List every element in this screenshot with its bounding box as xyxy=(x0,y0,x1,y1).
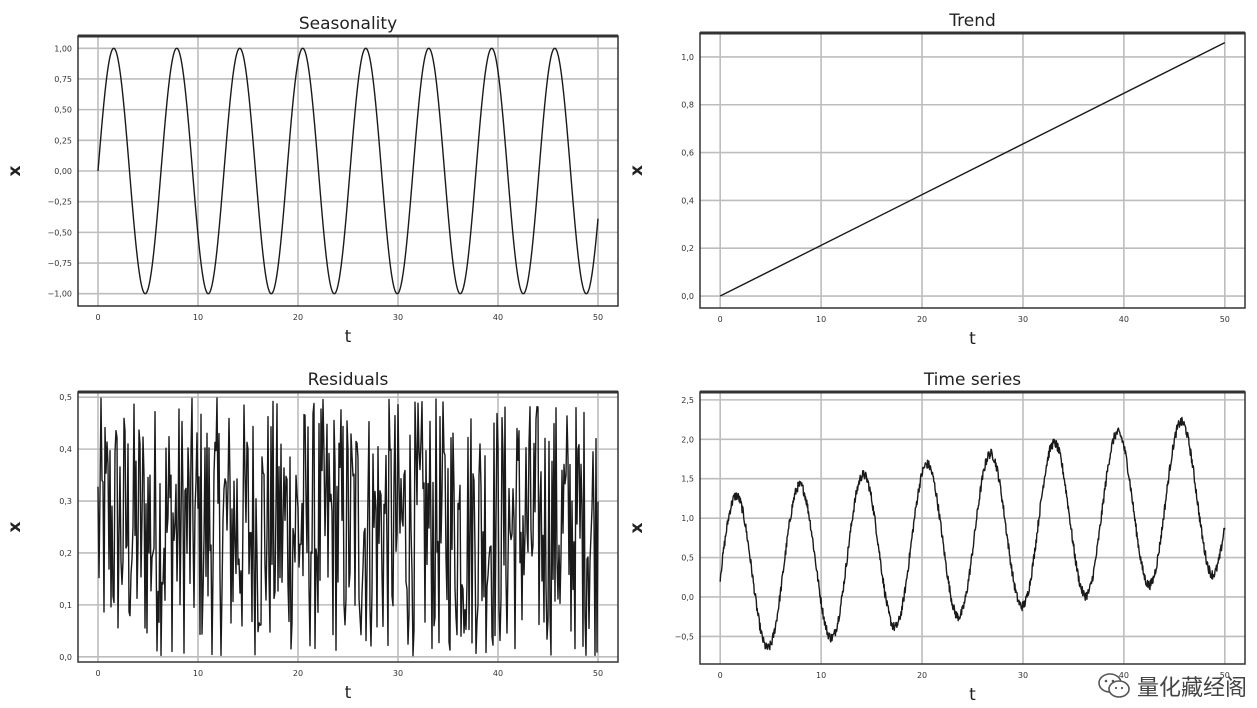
y-tick-label: 0,75 xyxy=(54,75,72,84)
x-tick-label: 10 xyxy=(816,315,826,324)
y-axis-label: x xyxy=(5,521,25,532)
x-axis-label: t xyxy=(345,683,352,703)
chart-panel-2: 0 10 20 30 40 50 0,0 0,2 0,4 0,6 0,8 1,0 Trend t x xyxy=(627,11,1246,349)
y-tick-label: 0,8 xyxy=(681,101,694,110)
x-tick-label: 40 xyxy=(493,313,503,322)
y-tick-label: 0,0 xyxy=(681,593,694,602)
series-line-1 xyxy=(97,47,599,295)
x-tick-label: 30 xyxy=(393,313,403,322)
y-tick-label: −0,5 xyxy=(675,632,694,641)
chart-panel-4: 0 10 20 30 40 50 −0,5 0,0 0,5 1,0 1,5 2,0 2,5 Time se… xyxy=(627,370,1246,705)
x-tick-label: 30 xyxy=(1018,671,1028,680)
y-tick-label: 0,25 xyxy=(54,136,72,145)
y-tick-label: 0,1 xyxy=(59,601,72,610)
y-tick-label: 0,4 xyxy=(59,445,72,454)
x-tick-label: 30 xyxy=(1018,315,1028,324)
series-line-1 xyxy=(97,397,599,657)
y-tick-label: 2,5 xyxy=(681,396,694,405)
y-tick-label: 0,4 xyxy=(681,196,694,205)
y-tick-label: 0,5 xyxy=(681,554,694,563)
chart-panel-1: 0 10 20 30 40 50 −1,00 −0,75 −0,50 −0,25 0,00 0,25 0… xyxy=(5,14,619,347)
series-line-1 xyxy=(719,41,1226,297)
watermark-text: 量化藏经阁 xyxy=(1136,676,1247,701)
x-axis-label: t xyxy=(969,685,976,705)
chart-title: Time series xyxy=(923,370,1021,390)
y-tick-label: 2,0 xyxy=(681,435,694,444)
y-axis-label: x xyxy=(5,165,25,176)
x-tick-label: 30 xyxy=(393,669,403,678)
x-tick-label: 10 xyxy=(193,669,203,678)
x-tick-label: 20 xyxy=(293,313,303,322)
x-tick-label: 10 xyxy=(193,313,203,322)
y-tick-label: −0,75 xyxy=(47,259,72,268)
x-tick-label: 40 xyxy=(1119,671,1129,680)
x-tick-label: 0 xyxy=(718,671,723,680)
y-tick-label: −0,50 xyxy=(47,228,72,237)
x-tick-label: 20 xyxy=(293,669,303,678)
wechat-logo-icon xyxy=(1098,673,1130,698)
y-tick-label: 0,6 xyxy=(681,149,694,158)
x-tick-label: 50 xyxy=(593,313,603,322)
chart-title: Trend xyxy=(948,11,996,31)
y-tick-label: 0,0 xyxy=(59,653,72,662)
x-tick-label: 40 xyxy=(493,669,503,678)
y-tick-label: 0,00 xyxy=(54,167,72,176)
x-tick-label: 0 xyxy=(95,669,100,678)
x-tick-label: 50 xyxy=(1220,671,1230,680)
x-tick-label: 40 xyxy=(1119,315,1129,324)
x-tick-label: 20 xyxy=(917,315,927,324)
y-tick-label: 1,0 xyxy=(681,53,694,62)
y-tick-label: −0,25 xyxy=(47,198,72,207)
y-tick-label: 0,2 xyxy=(59,549,72,558)
x-tick-label: 10 xyxy=(816,671,826,680)
chart-title: Seasonality xyxy=(299,14,397,34)
x-tick-label: 50 xyxy=(593,669,603,678)
plot-frame xyxy=(699,391,1246,665)
y-tick-label: 1,5 xyxy=(681,475,694,484)
x-axis-label: t xyxy=(345,327,352,347)
series-line-1 xyxy=(719,416,1226,651)
y-tick-label: 0,5 xyxy=(59,393,72,402)
x-tick-label: 50 xyxy=(1220,315,1230,324)
chart-panel-3: 0 10 20 30 40 50 0,0 0,1 0,2 0,3 0,4 0,5 Residuals t x xyxy=(5,370,619,703)
x-tick-label: 0 xyxy=(718,315,723,324)
x-tick-label: 20 xyxy=(917,671,927,680)
x-tick-label: 0 xyxy=(95,313,100,322)
y-tick-label: 0,50 xyxy=(54,106,72,115)
y-tick-label: 0,3 xyxy=(59,497,72,506)
x-axis-label: t xyxy=(969,329,976,349)
y-tick-label: 1,00 xyxy=(54,44,72,53)
y-tick-label: −1,00 xyxy=(47,290,72,299)
watermark: 量化藏经阁 xyxy=(1097,670,1247,702)
y-axis-label: x xyxy=(627,522,647,533)
y-tick-label: 0,0 xyxy=(681,292,694,301)
y-axis-label: x xyxy=(627,165,647,176)
y-tick-label: 1,0 xyxy=(681,514,694,523)
y-tick-label: 0,2 xyxy=(681,244,694,253)
chart-title: Residuals xyxy=(308,370,389,390)
